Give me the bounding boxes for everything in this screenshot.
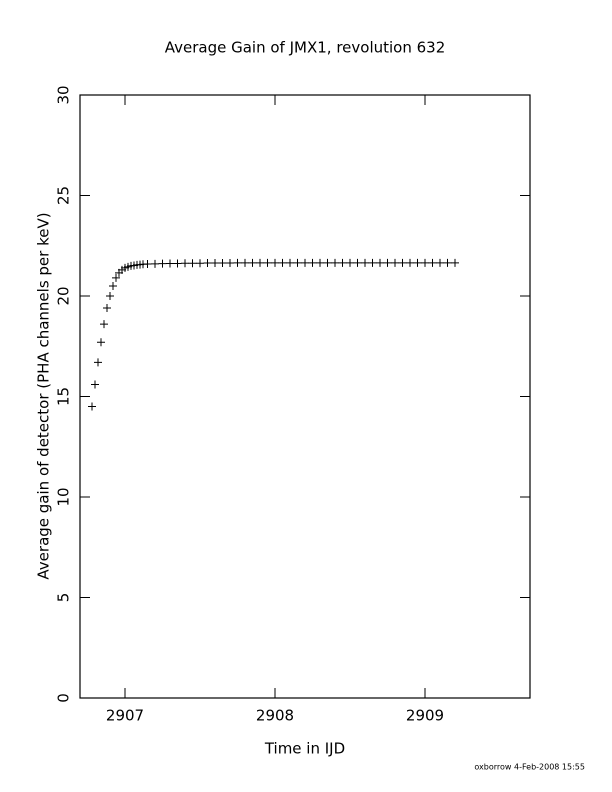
chart-title: Average Gain of JMX1, revolution 632 (165, 39, 446, 57)
point (383, 258, 392, 267)
point (241, 258, 249, 267)
point (181, 259, 189, 268)
point (286, 258, 294, 267)
point (331, 258, 339, 267)
point (103, 304, 111, 313)
point (203, 259, 212, 268)
point (91, 380, 99, 389)
y-tick-label: 20 (55, 286, 73, 305)
point (112, 273, 120, 282)
point (211, 259, 219, 268)
point (100, 320, 108, 329)
point (158, 259, 167, 268)
footer: oxborrow 4-Feb-2008 15:55 (474, 763, 585, 772)
point (88, 402, 96, 411)
x-tick-label: 2909 (406, 707, 444, 725)
y-tick-label: 15 (55, 387, 73, 406)
point (398, 258, 407, 267)
point (233, 258, 242, 267)
point (151, 259, 159, 268)
point (338, 258, 347, 267)
point (218, 259, 227, 268)
point (248, 258, 257, 267)
point (406, 258, 414, 267)
point (443, 258, 452, 267)
point (376, 258, 384, 267)
point (143, 260, 152, 269)
point (173, 259, 182, 268)
point (106, 292, 114, 300)
point (428, 258, 437, 267)
plot-frame (79, 94, 531, 699)
x-axis-label: Time in IJD (264, 740, 345, 758)
y-tick-label: 25 (55, 186, 73, 205)
point (353, 258, 362, 267)
x-tick-label: 2907 (106, 707, 144, 725)
point (436, 258, 444, 267)
x-tick-label: 2908 (256, 707, 294, 725)
point (94, 358, 102, 367)
point (308, 258, 317, 267)
point (301, 258, 309, 267)
point (271, 258, 279, 267)
point (346, 258, 354, 267)
point (188, 259, 197, 268)
point (263, 258, 272, 267)
point (196, 259, 204, 268)
point (451, 258, 459, 267)
point (421, 258, 429, 267)
y-tick-label: 0 (55, 693, 73, 703)
point (413, 258, 422, 267)
point (361, 258, 369, 267)
point (278, 258, 287, 267)
point (226, 259, 234, 268)
point (256, 258, 264, 267)
point (293, 258, 302, 267)
y-tick-label: 5 (55, 593, 73, 603)
point (316, 258, 324, 267)
y-axis-label: Average gain of detector (PHA channels p… (35, 212, 53, 579)
point (391, 258, 399, 267)
point (323, 258, 332, 267)
point (109, 281, 117, 290)
y-tick-label: 30 (55, 85, 73, 104)
point (166, 259, 174, 268)
point (97, 338, 105, 347)
point (368, 258, 377, 267)
y-tick-label: 10 (55, 487, 73, 506)
